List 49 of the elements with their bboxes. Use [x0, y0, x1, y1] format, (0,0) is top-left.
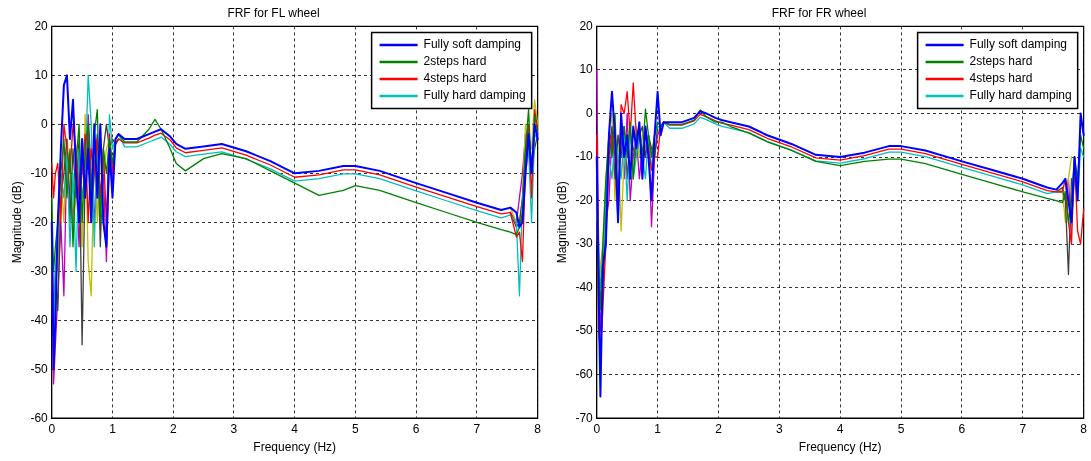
legend-label: Fully hard damping [969, 88, 1072, 103]
y-axis-title: Magnitude (dB) [554, 181, 569, 264]
y-tick-label: -40 [30, 312, 49, 327]
chart-title: FRF for FR wheel [771, 5, 867, 20]
x-axis-title: Frequency (Hz) [253, 440, 337, 455]
x-tick-label: 4 [836, 421, 844, 436]
y-tick-label: -30 [575, 236, 594, 251]
legend-label: Fully hard damping [423, 88, 526, 103]
x-tick-label: 8 [1080, 421, 1088, 436]
y-tick-label: -30 [30, 263, 49, 278]
legend-label: 2steps hard [969, 54, 1033, 69]
legend-label: Fully soft damping [423, 37, 521, 52]
x-tick-label: 6 [412, 421, 420, 436]
y-tick-label: -10 [30, 165, 49, 180]
x-tick-label: 1 [109, 421, 117, 436]
y-tick-label: -50 [30, 361, 49, 376]
x-tick-label: 3 [230, 421, 238, 436]
y-tick-label: -60 [575, 366, 594, 381]
x-tick-label: 5 [352, 421, 360, 436]
x-axis-title: Frequency (Hz) [798, 440, 882, 455]
x-tick-label: 1 [654, 421, 662, 436]
y-tick-label: 20 [34, 18, 49, 33]
x-tick-label: 2 [715, 421, 723, 436]
x-tick-label: 4 [291, 421, 299, 436]
x-tick-label: 6 [958, 421, 966, 436]
y-tick-label: -10 [575, 149, 594, 164]
legend-label: Fully soft damping [969, 37, 1067, 52]
x-tick-label: 7 [1019, 421, 1027, 436]
chart-title: FRF for FL wheel [227, 5, 320, 20]
y-tick-label: 0 [586, 105, 594, 120]
y-tick-label: -50 [575, 323, 594, 338]
x-tick-label: 2 [169, 421, 177, 436]
y-tick-label: -70 [575, 410, 594, 425]
x-tick-label: 3 [775, 421, 783, 436]
y-tick-label: -40 [575, 279, 594, 294]
y-tick-label: 10 [34, 67, 49, 82]
y-tick-label: 20 [579, 18, 594, 33]
y-tick-label: 0 [41, 116, 49, 131]
y-axis-title: Magnitude (dB) [9, 181, 24, 264]
y-tick-label: -20 [30, 214, 49, 229]
y-tick-label: -20 [575, 192, 594, 207]
legend-label: 4steps hard [423, 71, 487, 86]
x-tick-label: 5 [897, 421, 905, 436]
y-tick-label: 10 [579, 62, 594, 77]
y-tick-label: -60 [30, 410, 49, 425]
legend-label: 4steps hard [969, 71, 1033, 86]
x-tick-label: 8 [534, 421, 542, 436]
x-tick-label: 7 [473, 421, 481, 436]
legend-label: 2steps hard [423, 54, 487, 69]
